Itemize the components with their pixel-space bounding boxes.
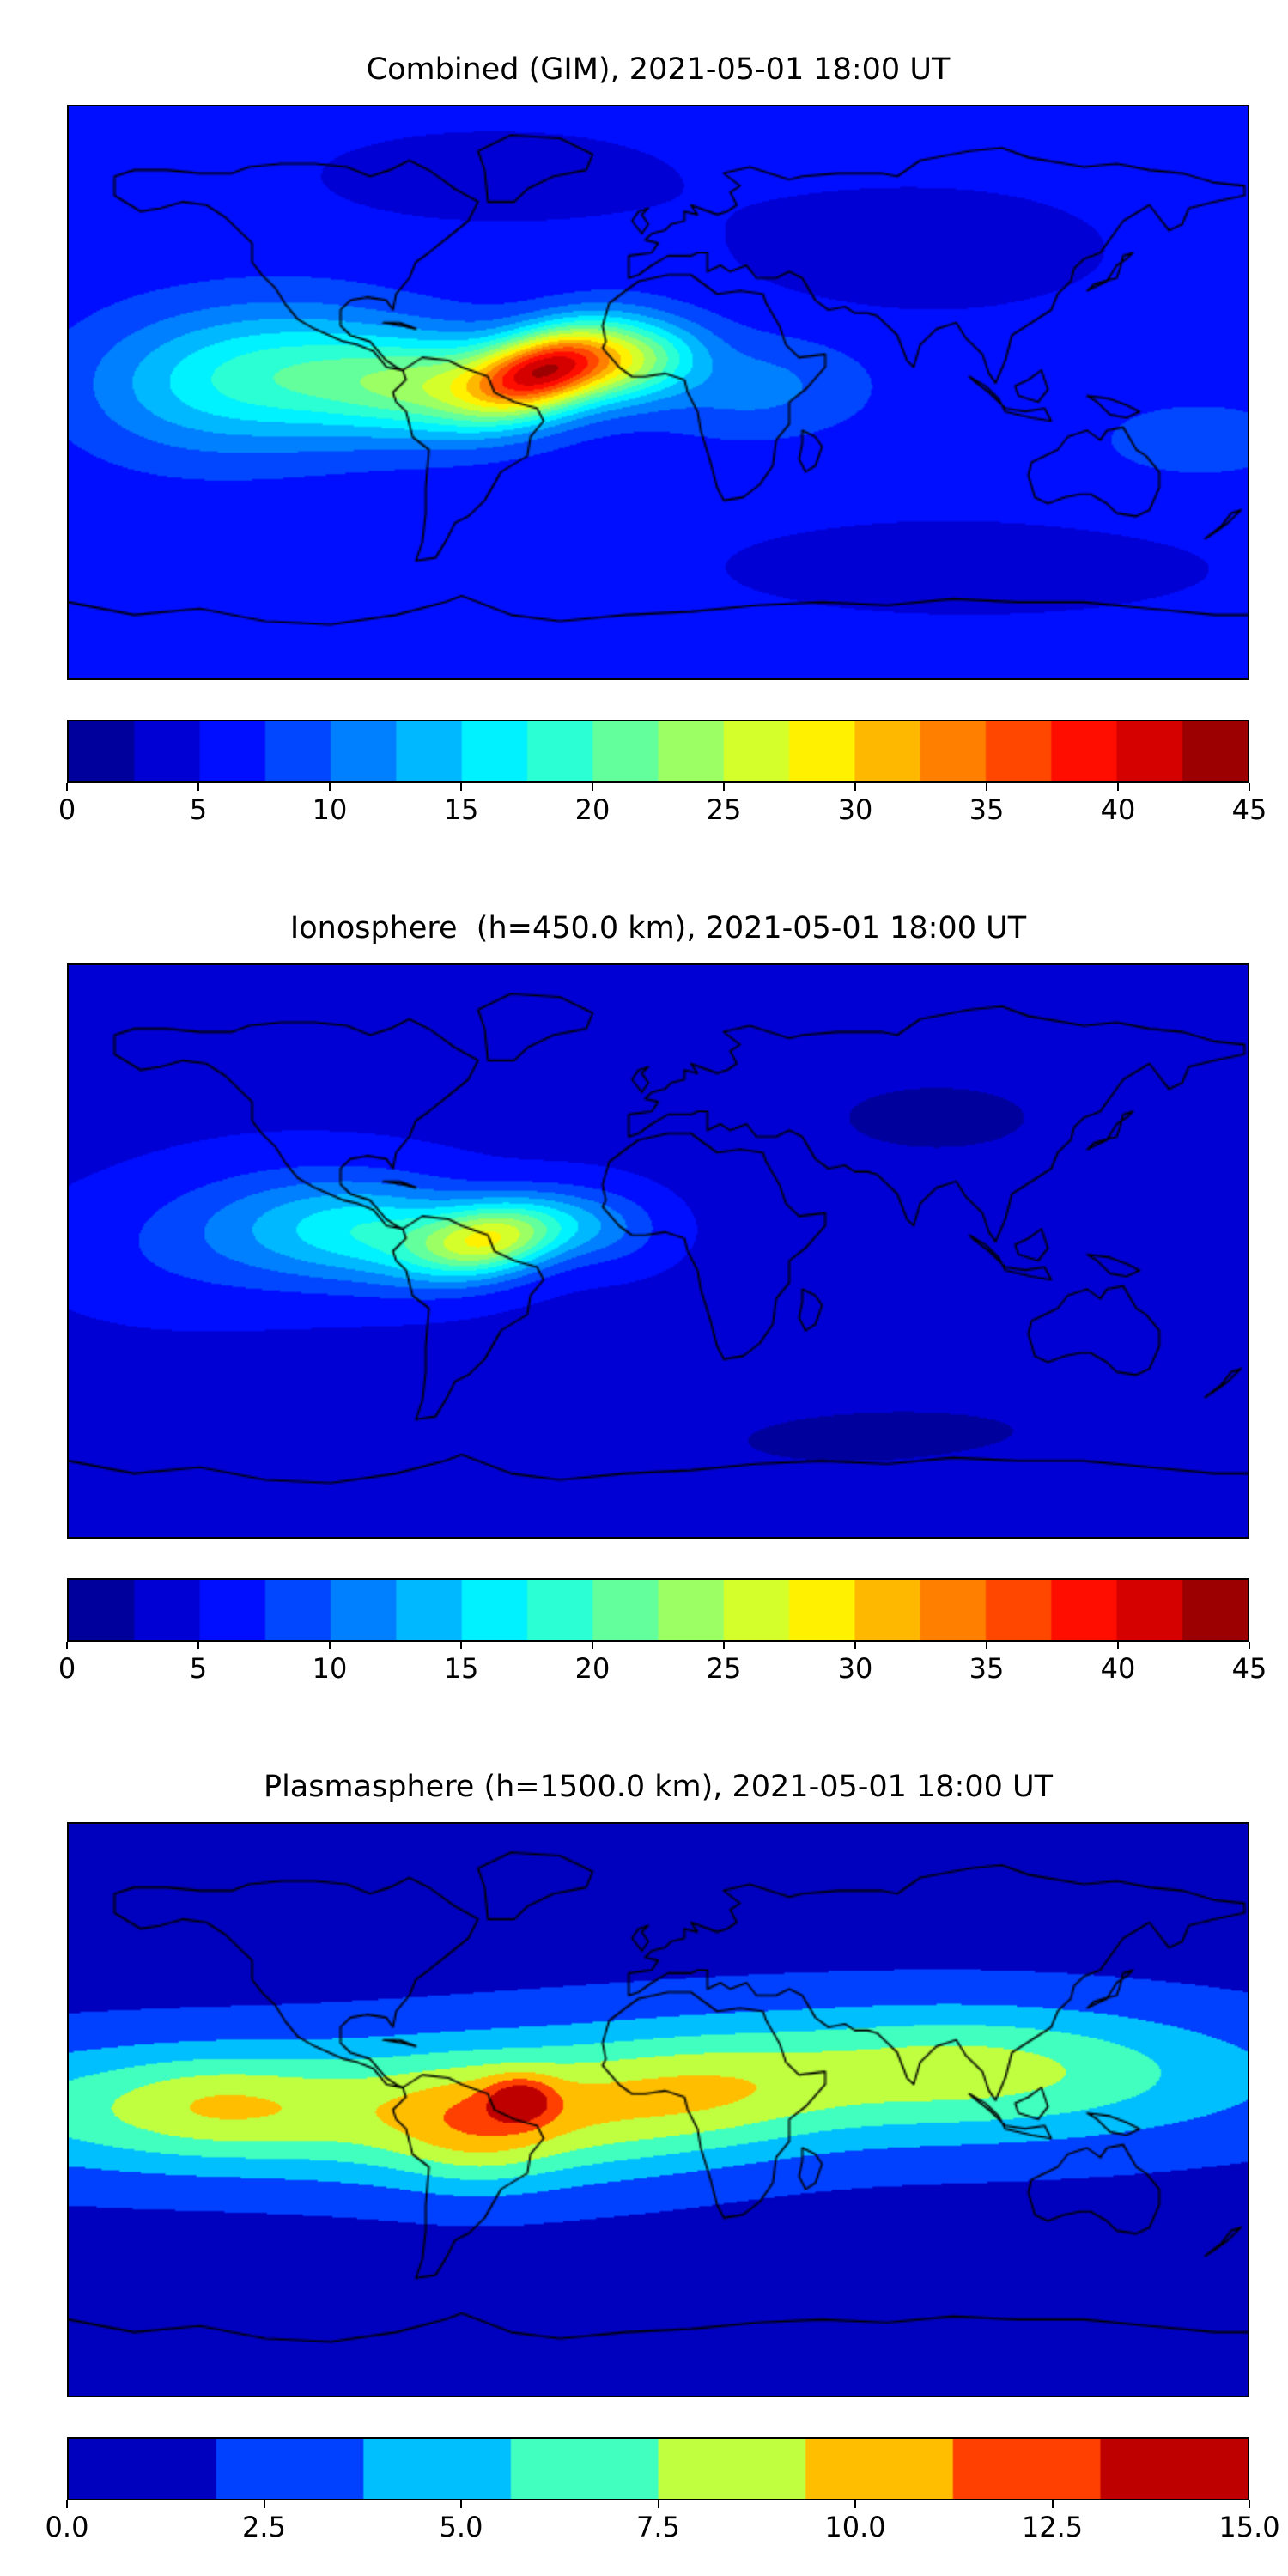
colorbar-tick-label: 45 [1231,1652,1267,1685]
colorbar-tick-label: 30 [837,1652,873,1685]
colorbar-tick-label: 35 [969,793,1005,826]
colorbar-tick-label: 35 [969,1652,1005,1685]
panel-plasmasphere: Plasmasphere (h=1500.0 km), 2021-05-01 1… [46,1769,1280,2547]
colorbar-tick-label: 5.0 [439,2511,483,2543]
colorbar-tick-mark [591,783,593,791]
panel-ionosphere: Ionosphere (h=450.0 km), 2021-05-01 18:0… [58,910,1267,1688]
colorbar-tick-label: 0 [58,793,76,826]
colorbar-tick-mark [460,2500,462,2508]
colorbar-tick-label: 10 [312,1652,348,1685]
panel-title: Plasmasphere (h=1500.0 km), 2021-05-01 1… [263,1770,1054,1804]
colorbar-tick-label: 15 [443,1652,479,1685]
colorbar-tick-label: 45 [1231,793,1267,826]
panel-title: Ionosphere (h=450.0 km), 2021-05-01 18:0… [289,911,1027,945]
colorbar-frame [67,720,1249,783]
colorbar-tick-mark [66,1642,68,1649]
colorbar-tick-mark [723,783,725,791]
colorbar-tick-mark [1116,783,1119,791]
colorbar-tick-mark [328,1642,331,1649]
colorbar-tick-mark [1249,2500,1250,2508]
colorbar-tick-label: 12.5 [1021,2511,1084,2543]
colorbar-tick-label: 25 [706,793,742,826]
colorbar-tick-label: 15 [443,793,479,826]
map-frame [67,1822,1249,2397]
colorbar-tick-mark [1249,1642,1250,1649]
colorbar-ticks: 0 5 10 15 20 25 30 35 40 45 [58,783,1267,829]
colorbar-tick-label: 20 [574,793,611,826]
panel-combined-gim: Combined (GIM), 2021-05-01 18:00 UT 0 5 10… [58,52,1267,829]
colorbar-tick-label: 0 [58,1652,76,1685]
colorbar-tick-mark [66,2500,68,2508]
colorbar-tick-mark [854,1642,856,1649]
colorbar-tick-mark [657,2500,659,2508]
colorbar-tick-mark [197,1642,199,1649]
colorbar-canvas [69,1580,1248,1640]
colorbar-canvas [69,721,1248,781]
colorbar-tick-label: 7.5 [636,2511,680,2543]
tec-map-canvas [69,965,1248,1537]
colorbar-tick-mark [328,783,331,791]
colorbar-tick-mark [986,783,987,791]
tec-map-canvas [69,1824,1248,2396]
colorbar-tick-label: 2.5 [242,2511,286,2543]
colorbar-tick-mark [1116,1642,1119,1649]
colorbar-frame [67,2437,1249,2500]
colorbar-tick-label: 0.0 [45,2511,89,2543]
colorbar-ticks: 0.0 2.5 5.0 7.5 10.0 12.5 15.0 [46,2500,1280,2547]
colorbar-tick-mark [986,1642,987,1649]
colorbar-tick-mark [66,783,68,791]
colorbar-ticks: 0 5 10 15 20 25 30 35 40 45 [58,1642,1267,1688]
panel-title: Combined (GIM), 2021-05-01 18:00 UT [366,52,951,87]
colorbar-tick-mark [854,783,856,791]
colorbar-tick-label: 30 [837,793,873,826]
colorbar-tick-label: 25 [706,1652,742,1685]
colorbar-tick-label: 5 [189,793,208,826]
colorbar-tick-mark [460,1642,462,1649]
colorbar-tick-mark [591,1642,593,1649]
colorbar-tick-label: 40 [1100,793,1136,826]
tec-map-canvas [69,106,1248,678]
map-frame [67,963,1249,1539]
colorbar-tick-mark [1051,2500,1054,2508]
colorbar-tick-label: 10.0 [824,2511,886,2543]
colorbar-tick-mark [723,1642,725,1649]
colorbar-frame [67,1578,1249,1642]
colorbar-tick-mark [197,783,199,791]
colorbar-tick-mark [1249,783,1250,791]
colorbar-tick-label: 10 [312,793,348,826]
colorbar-tick-mark [854,2500,856,2508]
colorbar-canvas [69,2439,1248,2499]
colorbar-tick-mark [460,783,462,791]
colorbar-tick-mark [263,2500,265,2508]
colorbar-tick-label: 20 [574,1652,611,1685]
colorbar-tick-label: 40 [1100,1652,1136,1685]
map-frame [67,105,1249,680]
colorbar-tick-label: 15.0 [1218,2511,1280,2543]
colorbar-tick-label: 5 [189,1652,208,1685]
